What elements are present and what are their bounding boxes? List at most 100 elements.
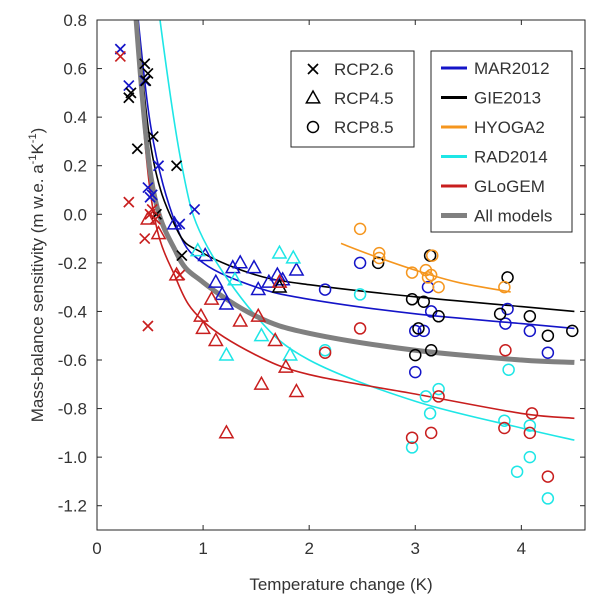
point-rcp85-rad2014 bbox=[523, 419, 537, 432]
point-rcp85-mar2012 bbox=[409, 324, 422, 338]
point-rcp85-mar2012 bbox=[409, 365, 422, 379]
point-rcp85-glogem bbox=[498, 421, 511, 435]
legend-circle-icon bbox=[306, 120, 320, 134]
point-rcp85-rad2014 bbox=[510, 465, 524, 478]
legend-triangle-icon bbox=[305, 89, 321, 104]
point-rcp85-rad2014 bbox=[318, 344, 332, 357]
y-tick-label: 0.8 bbox=[63, 11, 87, 30]
point-rcp45-glogem bbox=[207, 332, 224, 347]
marker-legend: RCP2.6 RCP4.5 RCP8.5 bbox=[290, 50, 415, 148]
y-tick-label: -0.8 bbox=[58, 400, 87, 419]
point-rcp26-glogem bbox=[123, 196, 135, 208]
point-rcp85-hyoga2 bbox=[372, 246, 386, 260]
point-rcp45-glogem bbox=[232, 312, 249, 327]
point-rcp26-gie2013 bbox=[125, 87, 137, 99]
y-tick-label: -1.2 bbox=[58, 497, 87, 516]
model-legend: MAR2012 GIE2013 HYOGA2 RAD2014 GLoGEM All mod… bbox=[430, 50, 573, 233]
legend-label-rcp26: RCP2.6 bbox=[334, 60, 394, 79]
point-rcp45-mar2012 bbox=[246, 259, 262, 274]
point-rcp45-mar2012 bbox=[214, 285, 231, 301]
point-rcp45-mar2012 bbox=[288, 261, 305, 276]
x-tick-label: 2 bbox=[304, 539, 313, 558]
point-rcp85-mar2012 bbox=[541, 346, 555, 359]
point-rcp85-rad2014 bbox=[541, 492, 555, 505]
point-rcp26-mar2012 bbox=[146, 189, 158, 201]
point-rcp85-hyoga2 bbox=[424, 268, 438, 282]
point-rcp45-mar2012 bbox=[260, 273, 277, 288]
point-rcp85-glogem bbox=[424, 426, 438, 440]
point-rcp26-gie2013 bbox=[131, 143, 143, 155]
x-tick-label: 0 bbox=[92, 539, 101, 558]
point-rcp26-gie2013 bbox=[147, 130, 159, 143]
point-rcp85-glogem bbox=[499, 344, 512, 357]
y-tick-label: -0.6 bbox=[58, 351, 87, 370]
fit-curve-hyoga2 bbox=[340, 242, 511, 293]
point-rcp85-hyoga2 bbox=[421, 271, 435, 284]
point-rcp85-hyoga2 bbox=[405, 266, 419, 279]
point-rcp26-mar2012 bbox=[188, 203, 201, 216]
point-rcp26-glogem bbox=[142, 320, 154, 332]
point-rcp85-glogem bbox=[541, 470, 555, 483]
legend-label-glogem: GLoGEM bbox=[474, 177, 545, 196]
point-rcp45-mar2012 bbox=[224, 259, 241, 274]
y-tick-label: -0.4 bbox=[58, 302, 87, 321]
point-rcp45-mar2012 bbox=[166, 215, 183, 230]
y-tick-label: -0.2 bbox=[58, 254, 87, 273]
point-rcp45-glogem bbox=[267, 332, 284, 347]
point-rcp45-mar2012 bbox=[197, 247, 214, 262]
y-axis-label: Mass-balance sensitivity (m w.e. a-1K-1) bbox=[27, 128, 47, 423]
legend-label-rcp45: RCP4.5 bbox=[334, 89, 394, 108]
point-rcp26-mar2012 bbox=[152, 160, 165, 172]
legend-label-gie2013: GIE2013 bbox=[474, 89, 541, 108]
fit-curve-mar2012 bbox=[137, 20, 575, 330]
point-rcp85-mar2012 bbox=[318, 283, 332, 296]
axis-ticks: 0 1 2 3 4 0.8 0.6 0.4 0.2 0.0 -0.2 -0.4 -0.6 -0.8 -1.0… bbox=[58, 11, 585, 558]
point-rcp85-rad2014 bbox=[523, 450, 537, 464]
point-rcp45-rad2014 bbox=[253, 327, 270, 342]
point-rcp85-mar2012 bbox=[353, 256, 367, 270]
x-tick-label: 3 bbox=[411, 539, 420, 558]
point-rcp85-rad2014 bbox=[423, 407, 437, 420]
point-rcp45-glogem bbox=[139, 210, 156, 225]
point-rcp45-glogem bbox=[271, 273, 288, 288]
point-rcp85-gie2013 bbox=[409, 348, 422, 362]
point-rcp85-hyoga2 bbox=[353, 222, 367, 236]
point-rcp26-mar2012 bbox=[142, 181, 154, 194]
point-rcp45-mar2012 bbox=[232, 254, 249, 269]
point-rcp85-rad2014 bbox=[419, 390, 433, 403]
point-rcp85-mar2012 bbox=[523, 324, 537, 338]
x-tick-label: 1 bbox=[198, 539, 207, 558]
point-rcp45-glogem bbox=[203, 290, 220, 305]
model-legend-box bbox=[430, 50, 573, 233]
point-rcp26-gie2013 bbox=[140, 75, 152, 87]
point-rcp85-glogem bbox=[523, 426, 537, 440]
point-rcp26-gie2013 bbox=[176, 249, 188, 262]
point-rcp85-glogem bbox=[318, 346, 332, 359]
legend-label-rad2014: RAD2014 bbox=[474, 148, 548, 167]
point-rcp85-glogem bbox=[432, 390, 445, 403]
point-rcp85-gie2013 bbox=[523, 310, 537, 323]
point-rcp85-mar2012 bbox=[499, 317, 512, 330]
point-rcp85-rad2014 bbox=[405, 441, 419, 454]
point-rcp85-hyoga2 bbox=[432, 280, 445, 294]
legend-label-rcp85: RCP8.5 bbox=[334, 118, 394, 137]
point-rcp85-rad2014 bbox=[502, 363, 515, 376]
point-rcp26-glogem bbox=[114, 50, 126, 63]
legend-label-mar2012: MAR2012 bbox=[474, 59, 550, 78]
axes-frame bbox=[96, 19, 586, 531]
point-rcp26-gie2013 bbox=[170, 160, 183, 172]
point-rcp26-glogem bbox=[149, 213, 161, 225]
point-rcp85-gie2013 bbox=[412, 322, 425, 335]
point-rcp45-glogem bbox=[193, 307, 209, 322]
point-rcp26-mar2012 bbox=[123, 79, 135, 92]
point-rcp85-gie2013 bbox=[566, 324, 579, 338]
point-rcp45-glogem bbox=[288, 383, 305, 398]
point-rcp85-glogem bbox=[353, 322, 367, 335]
point-rcp45-gie2013 bbox=[271, 278, 288, 293]
point-rcp45-rad2014 bbox=[226, 271, 243, 286]
point-rcp45-glogem bbox=[253, 375, 270, 390]
point-rcp45-glogem bbox=[150, 225, 167, 240]
point-rcp26-gie2013 bbox=[139, 58, 151, 70]
point-rcp45-glogem bbox=[168, 266, 185, 281]
